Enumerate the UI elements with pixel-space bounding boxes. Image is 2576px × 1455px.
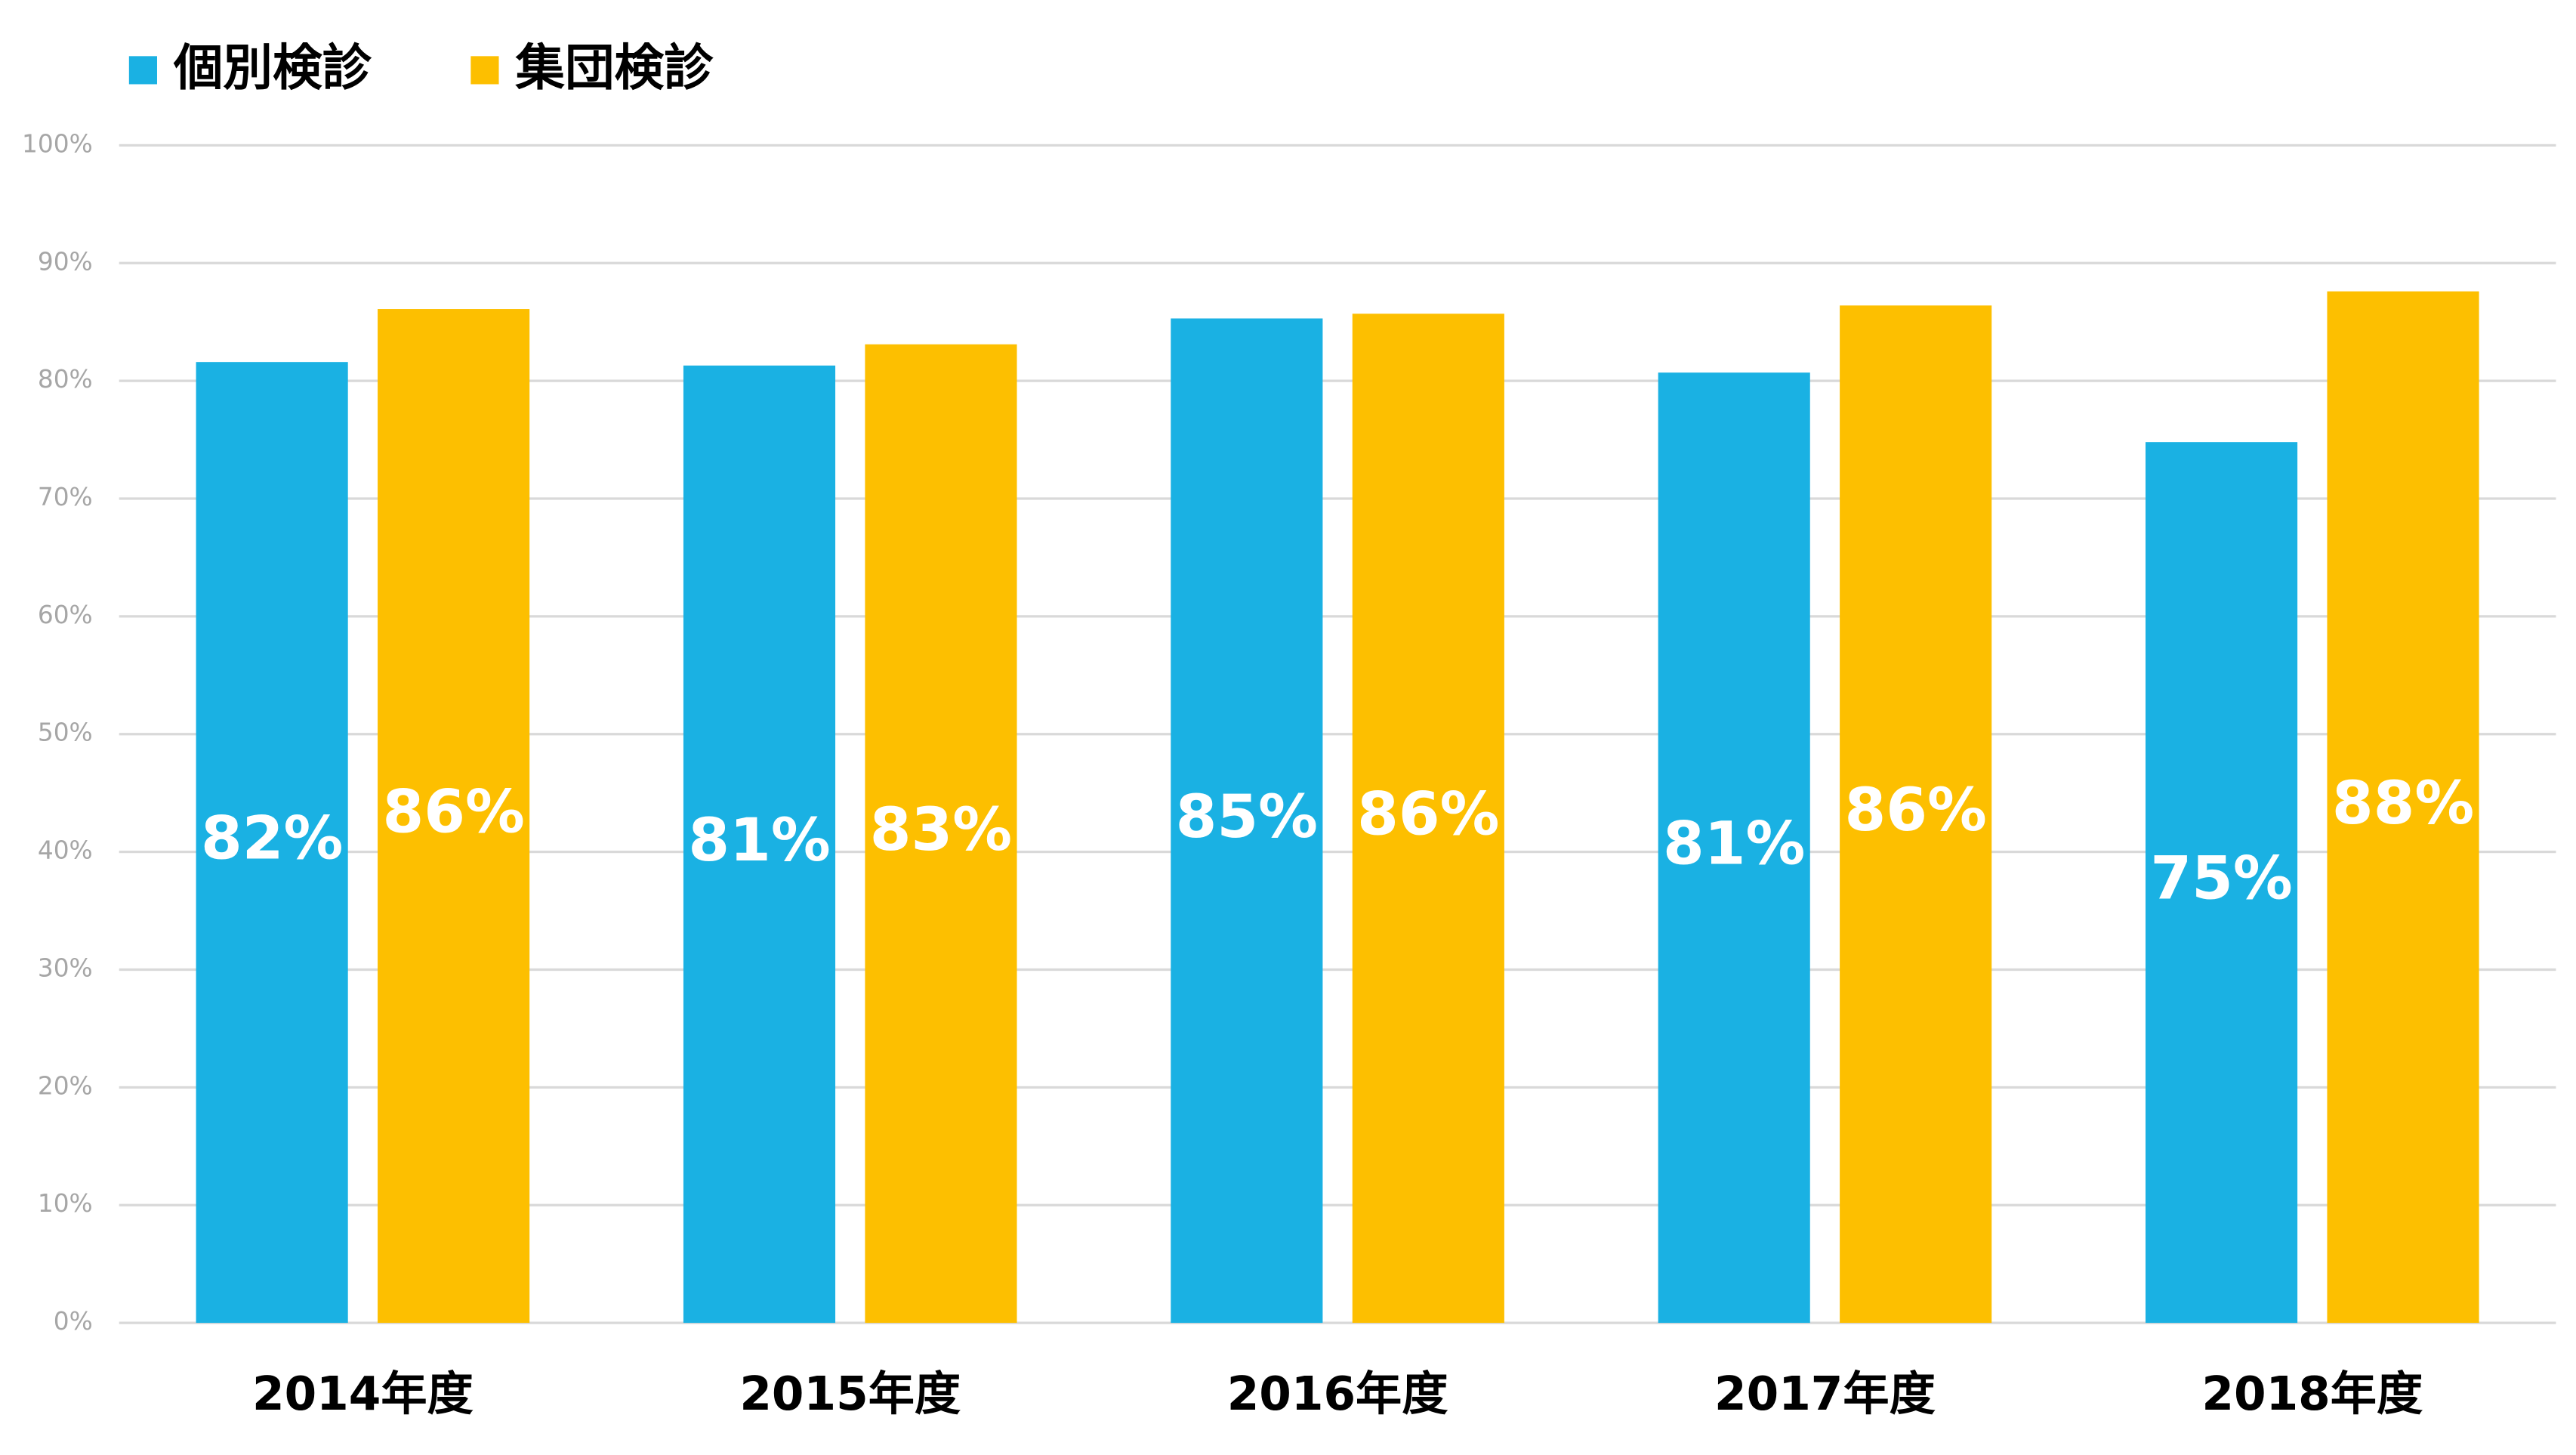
legend-swatch	[470, 56, 499, 85]
x-tick-label: 2016年度	[1227, 1367, 1449, 1421]
bar	[1840, 305, 1992, 1324]
value-label: 86%	[1357, 780, 1499, 849]
value-label: 86%	[1845, 775, 1987, 845]
y-tick-label: 0%	[54, 1307, 93, 1336]
x-tick-label: 2014年度	[252, 1367, 474, 1421]
y-tick-label: 30%	[38, 953, 93, 982]
value-label: 88%	[2332, 768, 2474, 838]
value-label: 75%	[2150, 844, 2292, 913]
value-label: 83%	[870, 795, 1012, 864]
value-label: 85%	[1176, 782, 1318, 851]
bar	[2327, 291, 2479, 1324]
y-tick-label: 90%	[38, 247, 93, 276]
bar	[683, 365, 836, 1324]
bar	[1352, 314, 1504, 1324]
legend-label: 集団検診	[514, 39, 714, 97]
value-label: 86%	[382, 777, 524, 847]
y-tick-label: 70%	[38, 483, 93, 511]
y-tick-label: 20%	[38, 1071, 93, 1100]
y-tick-label: 40%	[38, 836, 93, 865]
x-tick-label: 2017年度	[1714, 1367, 1936, 1421]
legend-swatch	[128, 56, 157, 85]
y-tick-label: 10%	[38, 1189, 93, 1218]
bar	[2145, 442, 2298, 1324]
bar	[196, 362, 348, 1324]
value-label: 81%	[688, 805, 830, 875]
value-label: 82%	[201, 804, 343, 873]
bar	[1171, 318, 1323, 1324]
bar	[378, 309, 530, 1324]
x-tick-label: 2018年度	[2201, 1367, 2423, 1421]
bar	[865, 344, 1017, 1324]
y-tick-label: 60%	[38, 601, 93, 629]
legend-label: 個別検診	[173, 39, 372, 97]
bar	[1658, 372, 1810, 1324]
y-tick-label: 80%	[38, 365, 93, 394]
x-tick-label: 2015年度	[739, 1367, 961, 1421]
value-label: 81%	[1663, 809, 1805, 879]
y-tick-label: 100%	[22, 129, 93, 158]
y-tick-label: 50%	[38, 718, 93, 747]
